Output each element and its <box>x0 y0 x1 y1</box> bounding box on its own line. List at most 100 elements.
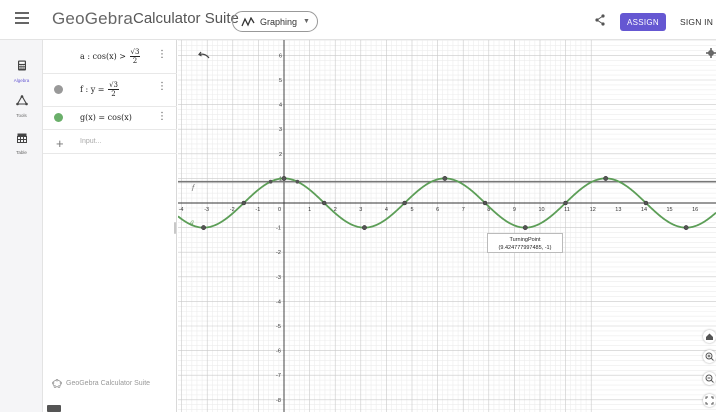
expression-text: f : y = <box>80 85 105 94</box>
zoom-out-button[interactable] <box>703 372 716 385</box>
share-icon[interactable] <box>594 14 606 26</box>
root-point <box>643 200 649 206</box>
origin-label: 0 <box>278 207 281 213</box>
algebra-item-a[interactable]: a : cos(x) > √3 2 ⋮ <box>43 40 177 74</box>
algebra-item-f[interactable]: f : y = √3 2 ⋮ <box>43 74 177 107</box>
intersection-point <box>295 179 300 184</box>
x-tick-label: 3 <box>359 207 362 213</box>
x-tick-label: -3 <box>204 207 209 213</box>
app-selector-label: Graphing <box>260 16 298 27</box>
visibility-toggle[interactable] <box>54 85 63 94</box>
tooltip-title: TurningPoint <box>509 237 541 243</box>
algebra-panel: a : cos(x) > √3 2 ⋮ f : y = √3 2 ⋮ g(x) … <box>43 40 177 412</box>
y-tick-label: -1 <box>276 226 281 232</box>
turning-point <box>281 175 287 181</box>
undo-icon[interactable] <box>198 50 210 60</box>
algebra-item-g[interactable]: g(x) = cos(x) ⋮ <box>43 107 177 130</box>
visibility-toggle[interactable] <box>54 113 63 122</box>
x-tick-label: 14 <box>641 207 647 213</box>
root-point <box>482 200 488 206</box>
rail-label-tools: Tools <box>16 113 27 118</box>
y-tick-label: -2 <box>276 250 281 256</box>
menu-icon[interactable] <box>15 12 29 24</box>
rail-item-table[interactable]: Table <box>0 130 43 155</box>
zoom-in-button[interactable] <box>703 350 716 363</box>
turning-point <box>683 225 689 231</box>
fullscreen-button[interactable] <box>703 394 716 407</box>
assign-button[interactable]: ASSIGN <box>620 13 666 31</box>
x-tick-label: 16 <box>692 207 698 213</box>
y-tick-label: 2 <box>279 152 282 158</box>
x-tick-label: 2 <box>334 207 337 213</box>
brand-logo: GeoGebra <box>52 9 133 28</box>
x-tick-label: 10 <box>539 207 545 213</box>
home-button[interactable] <box>703 330 716 343</box>
x-tick-label: 4 <box>385 207 388 213</box>
fraction: √3 2 <box>108 82 119 98</box>
fullscreen-icon <box>705 396 714 405</box>
gear-icon[interactable] <box>706 48 716 58</box>
tooltip-value: (9.424777997485, -1) <box>498 245 552 251</box>
x-tick-label: 8 <box>487 207 490 213</box>
suite-footer-label: GeoGebra Calculator Suite <box>66 380 151 387</box>
y-tick-label: 5 <box>279 78 282 84</box>
x-tick-label: 15 <box>667 207 673 213</box>
home-icon <box>706 333 713 340</box>
chevron-down-icon: ▼ <box>303 18 310 25</box>
x-tick-label: -1 <box>255 207 260 213</box>
table-icon <box>16 133 27 143</box>
curve-g-label: g <box>190 219 194 226</box>
y-tick-label: 4 <box>279 103 282 109</box>
calculator-icon <box>17 60 26 71</box>
app-selector[interactable]: Graphing ▼ <box>232 11 318 32</box>
zoom-out-icon <box>705 374 714 383</box>
y-tick-label: -3 <box>276 275 281 281</box>
sign-in-button[interactable]: SIGN IN <box>680 17 714 27</box>
turning-point <box>603 175 609 181</box>
side-rail: Algebra Tools Table <box>0 40 43 412</box>
x-tick-label: 11 <box>564 207 570 213</box>
graphing-icon <box>241 16 255 27</box>
rail-item-algebra[interactable]: Algebra <box>0 58 43 83</box>
x-tick-label: 6 <box>436 207 439 213</box>
keyboard-icon[interactable] <box>47 405 61 412</box>
root-point <box>563 200 568 206</box>
y-tick-label: -8 <box>276 398 281 404</box>
line-f-label: f <box>191 185 196 192</box>
plus-icon[interactable]: + <box>56 136 64 151</box>
root-point <box>402 200 407 206</box>
x-tick-label: 1 <box>308 207 311 213</box>
x-tick-label: -2 <box>230 207 235 213</box>
fraction-denominator: 2 <box>132 57 138 65</box>
y-tick-label: -6 <box>276 349 281 355</box>
more-options-icon[interactable]: ⋮ <box>157 81 167 92</box>
fraction-denominator: 2 <box>111 90 116 98</box>
suite-title: Calculator Suite <box>133 10 239 27</box>
intersection-point <box>268 179 273 184</box>
more-options-icon[interactable]: ⋮ <box>157 111 167 122</box>
rail-item-tools[interactable]: Tools <box>0 93 43 118</box>
rail-label-algebra: Algebra <box>13 78 30 83</box>
algebra-input[interactable]: Input... <box>80 138 102 145</box>
algebra-expression: f : y = √3 2 <box>80 82 119 98</box>
algebra-input-row[interactable]: + Input... <box>43 130 177 154</box>
x-tick-label: 13 <box>615 207 621 213</box>
top-bar: GeoGebra Calculator Suite Graphing ▼ ASS… <box>0 0 716 40</box>
x-tick-label: 12 <box>590 207 596 213</box>
suite-footer: GeoGebra Calculator Suite <box>52 379 150 388</box>
geogebra-logo-icon <box>52 379 62 388</box>
resize-handle[interactable] <box>174 222 176 234</box>
fraction: √3 2 <box>129 48 141 65</box>
graphics-view[interactable]: -4-3-2-112345678910111213141516170654321… <box>178 40 716 412</box>
more-options-icon[interactable]: ⋮ <box>157 49 167 60</box>
fraction-numerator: √3 <box>129 48 141 57</box>
zoom-in-icon <box>705 352 714 361</box>
y-tick-label: 6 <box>279 53 282 59</box>
y-tick-label: -7 <box>276 373 281 379</box>
x-tick-label: -4 <box>179 207 184 213</box>
root-point <box>241 200 247 206</box>
y-tick-label: 3 <box>279 127 282 133</box>
x-tick-label: 9 <box>513 207 516 213</box>
turning-point <box>201 225 207 231</box>
